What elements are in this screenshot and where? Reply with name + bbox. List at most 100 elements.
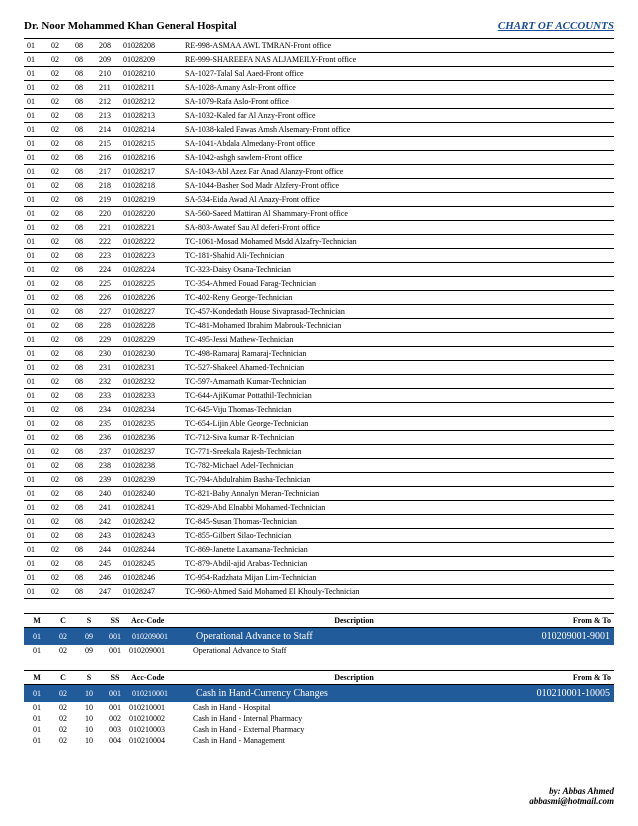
cell-s: 08 [72, 333, 96, 347]
section-band-row: 01 02 09 001 010209001 Operational Advan… [24, 628, 614, 646]
table-row: 01020822901028229TC-495-Jessi Mathew-Tec… [24, 333, 614, 347]
cell-c: 02 [48, 417, 72, 431]
table-row: 01020821601028216SA-1042-ashgh sawlem-Fr… [24, 151, 614, 165]
cell-code: 01028213 [120, 109, 182, 123]
cell-c: 02 [48, 375, 72, 389]
cell-s: 08 [72, 291, 96, 305]
cell-c: 02 [50, 713, 76, 724]
section-3: M C S SS Acc-Code Description From & To … [24, 670, 614, 746]
cell-m: 01 [24, 207, 48, 221]
table-row: 01020823301028233TC-644-AjiKumar Pottath… [24, 389, 614, 403]
table-row: 010209001010209001Operational Advance to… [24, 645, 614, 656]
cell-c: 02 [48, 109, 72, 123]
table-row: 01020821501028215SA-1041-Abdala Almedany… [24, 137, 614, 151]
cell-c: 02 [48, 445, 72, 459]
table-row: 01020822001028220SA-560-Saeed Mattiran A… [24, 207, 614, 221]
table-row: 01020824301028243TC-855-Gilbert Silao-Te… [24, 529, 614, 543]
cell-ss: 244 [96, 543, 120, 557]
cell-ss: 243 [96, 529, 120, 543]
cell-m: 01 [24, 291, 48, 305]
cell-code: 01028245 [120, 557, 182, 571]
cell-s: 08 [72, 347, 96, 361]
cell-c: 02 [48, 529, 72, 543]
cell-m: 01 [24, 389, 48, 403]
cell-s: 08 [72, 487, 96, 501]
cell-ss: 001 [102, 702, 128, 713]
cell-ss: 002 [102, 713, 128, 724]
cell-desc: SA-1027-Talal Sal Aaed-Front office [182, 67, 614, 81]
cell-s: 08 [72, 375, 96, 389]
cell-ss: 003 [102, 724, 128, 735]
table-row: 01020823201028232TC-597-Amarnath Kumar-T… [24, 375, 614, 389]
cell-code: 01028208 [120, 39, 182, 53]
cell-m: 01 [24, 724, 50, 735]
cell-s: 08 [72, 529, 96, 543]
cell-desc: TC-869-Janette Laxamana-Technician [182, 543, 614, 557]
cell-ss: 225 [96, 277, 120, 291]
cell-code: 010209001 [128, 645, 192, 656]
cell-ss: 245 [96, 557, 120, 571]
cell-m: 01 [24, 319, 48, 333]
cell-c: 02 [48, 277, 72, 291]
col-code: Acc-Code [128, 614, 192, 628]
cell-c: 02 [48, 361, 72, 375]
cell-ss: 004 [102, 735, 128, 746]
cell-ss: 211 [96, 81, 120, 95]
cell-s: 10 [76, 702, 102, 713]
cell-desc: Cash in Hand - External Pharmacy [192, 724, 516, 735]
table-row: 01020824501028245TC-879-Abdil-ajid Araba… [24, 557, 614, 571]
cell-desc: TC-845-Susan Thomas-Technician [182, 515, 614, 529]
cell-c: 02 [48, 193, 72, 207]
cell-ss: 230 [96, 347, 120, 361]
cell-s: 08 [72, 221, 96, 235]
table-row: 01020824101028241TC-829-Abd Elnabbi Moha… [24, 501, 614, 515]
cell-ss: 214 [96, 123, 120, 137]
col-ss: SS [102, 671, 128, 685]
cell-c: 02 [48, 291, 72, 305]
cell-code: 01028234 [120, 403, 182, 417]
cell-m: 01 [24, 403, 48, 417]
cell-m: 01 [24, 702, 50, 713]
cell-ss: 220 [96, 207, 120, 221]
cell-desc: TC-1061-Mosad Mohamed Msdd Alzafry-Techn… [182, 235, 614, 249]
cell-ss: 239 [96, 473, 120, 487]
cell-desc: TC-481-Mohamed Ibrahim Mabrouk-Technicia… [182, 319, 614, 333]
cell-desc: TC-323-Daisy Osana-Technician [182, 263, 614, 277]
cell-ss: 234 [96, 403, 120, 417]
cell-c: 02 [48, 263, 72, 277]
cell-c: 02 [48, 543, 72, 557]
section-header-row: M C S SS Acc-Code Description From & To [24, 614, 614, 628]
cell-m: 01 [24, 53, 48, 67]
cell-desc: TC-495-Jessi Mathew-Technician [182, 333, 614, 347]
cell-c: 02 [48, 207, 72, 221]
cell-c: 02 [48, 39, 72, 53]
cell-ft [516, 724, 614, 735]
cell-ss: 231 [96, 361, 120, 375]
cell-m: 01 [24, 235, 48, 249]
cell-c: 02 [50, 724, 76, 735]
cell-m: 01 [24, 417, 48, 431]
cell-desc: SA-1038-kaled Fawas Amsh Alsemary-Front … [182, 123, 614, 137]
cell-code: 01028247 [120, 585, 182, 599]
cell-c: 02 [48, 347, 72, 361]
page-header: Dr. Noor Mohammed Khan General Hospital … [24, 20, 614, 32]
cell-s: 08 [72, 207, 96, 221]
cell-m: 01 [24, 529, 48, 543]
cell-code: 01028243 [120, 529, 182, 543]
cell-desc: TC-782-Michael Adel-Technician [182, 459, 614, 473]
cell-ss: 224 [96, 263, 120, 277]
cell-c: 02 [50, 645, 76, 656]
accounts-table-1: 01020820801028208RE-998-ASMAA AWL TMRAN-… [24, 38, 614, 599]
cell-m: 01 [24, 151, 48, 165]
table-row: 010210004010210004Cash in Hand - Managem… [24, 735, 614, 746]
cell-s: 08 [72, 319, 96, 333]
cell-code: 01028225 [120, 277, 182, 291]
table-row: 010210001010210001Cash in Hand - Hospita… [24, 702, 614, 713]
cell-m: 01 [24, 137, 48, 151]
cell-s: 08 [72, 473, 96, 487]
cell-s: 08 [72, 95, 96, 109]
cell-ss: 229 [96, 333, 120, 347]
cell-ss: 223 [96, 249, 120, 263]
cell-code: 010210002 [128, 713, 192, 724]
cell-c: 02 [48, 67, 72, 81]
